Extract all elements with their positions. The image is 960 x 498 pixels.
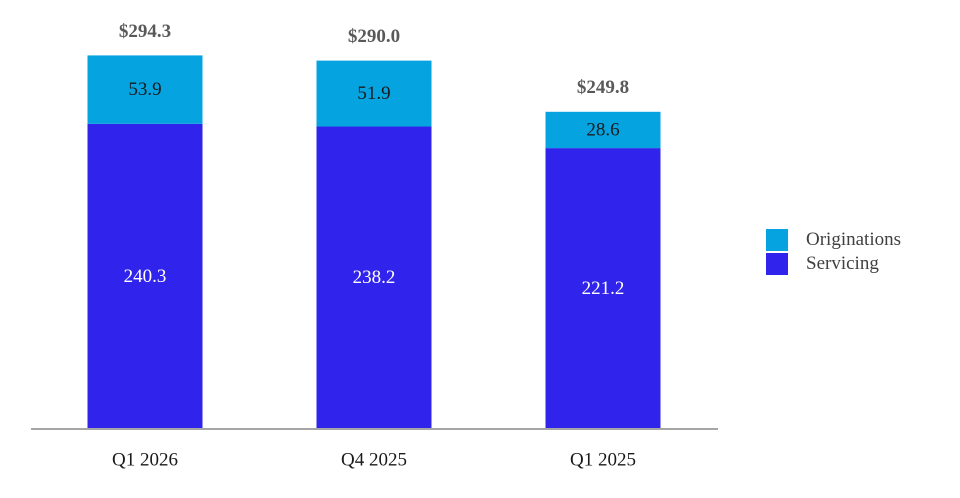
- bars-group: [87, 55, 661, 430]
- data-label-originations-q4-2025: 51.9: [357, 83, 390, 104]
- x-tick-label-q1-2026: Q1 2026: [112, 449, 178, 470]
- total-label-q1-2026: $294.3: [119, 21, 171, 42]
- bar-originations-q1-2025: [545, 111, 661, 149]
- data-label-servicing-q4-2025: 238.2: [353, 267, 396, 288]
- total-label-q1-2025: $249.8: [577, 77, 629, 98]
- bar-originations-q1-2026: [87, 55, 203, 124]
- bar-servicing-q1-2025: [545, 148, 661, 429]
- legend-label-servicing: Servicing: [806, 253, 879, 274]
- total-label-q4-2025: $290.0: [348, 26, 400, 47]
- data-label-originations-q1-2026: 53.9: [128, 79, 161, 100]
- bar-servicing-q1-2026: [87, 123, 203, 429]
- labels-group: 240.3 53.9 $294.3 Q1 2026 238.2 51.9 $290.0 Q4 …: [112, 21, 636, 471]
- legend-swatch-servicing: [766, 253, 788, 275]
- data-label-servicing-q1-2025: 221.2: [582, 278, 625, 299]
- legend-label-originations: Originations: [806, 229, 901, 250]
- legend-item-servicing: Servicing: [766, 252, 901, 276]
- legend-swatch-originations: [766, 229, 788, 251]
- x-tick-label-q4-2025: Q4 2025: [341, 449, 407, 470]
- bar-originations-q4-2025: [316, 60, 432, 127]
- data-label-servicing-q1-2026: 240.3: [124, 266, 167, 287]
- bar-servicing-q4-2025: [316, 126, 432, 430]
- legend-item-originations: Originations: [766, 228, 901, 252]
- data-label-originations-q1-2025: 28.6: [586, 119, 619, 140]
- legend: Originations Servicing: [766, 228, 901, 276]
- x-tick-label-q1-2025: Q1 2025: [570, 449, 636, 470]
